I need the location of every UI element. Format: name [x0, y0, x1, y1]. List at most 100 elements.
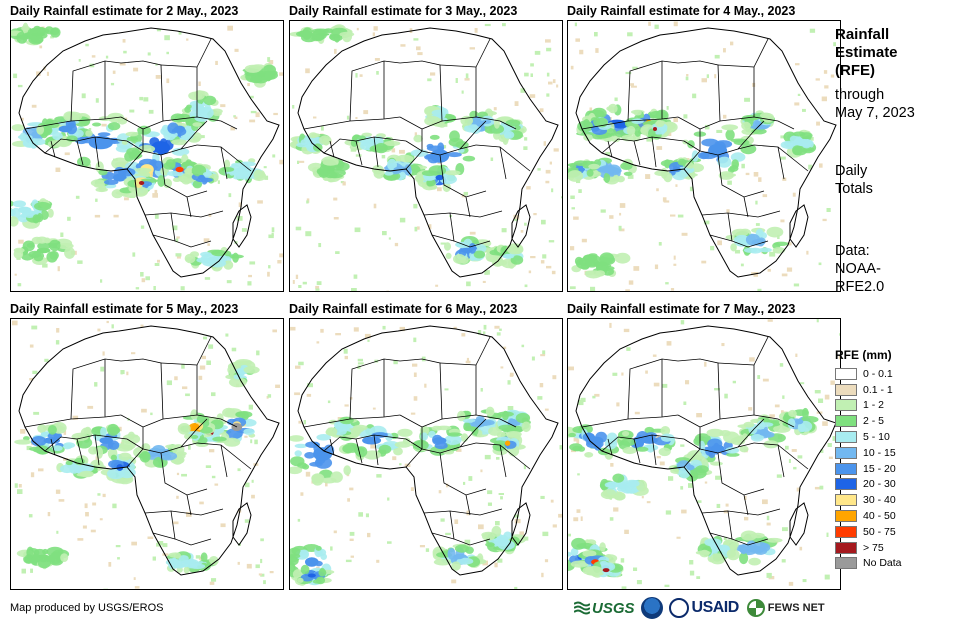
rain-cell: [300, 564, 310, 575]
africa-rainfall-map: [12, 320, 280, 589]
rain-cell: [622, 446, 637, 455]
rain-speck: [220, 104, 226, 108]
rain-speck: [268, 265, 271, 269]
rain-speck: [445, 532, 451, 536]
rain-speck: [440, 518, 445, 522]
rain-speck: [367, 532, 371, 538]
rain-speck: [241, 228, 247, 232]
rain-speck: [621, 586, 627, 589]
rain-cell: [510, 255, 524, 265]
rain-speck: [292, 280, 295, 284]
rain-cell: [710, 461, 723, 466]
rain-speck: [446, 483, 449, 488]
rain-speck: [201, 355, 206, 360]
rain-speck: [214, 483, 219, 486]
rain-speck: [94, 214, 101, 218]
rain-speck: [298, 285, 302, 288]
rain-speck: [466, 357, 469, 362]
rain-speck: [162, 543, 168, 548]
rain-speck: [782, 395, 785, 399]
rain-speck: [364, 333, 371, 339]
rain-speck: [38, 468, 44, 472]
country-border: [152, 234, 176, 242]
rain-speck: [556, 84, 559, 88]
rain-cell: [98, 184, 107, 192]
rain-speck: [56, 328, 60, 333]
rain-cell: [412, 439, 429, 451]
rain-cell: [568, 170, 583, 182]
country-border: [94, 434, 100, 466]
country-border: [499, 444, 507, 478]
rain-speck: [552, 524, 557, 528]
rain-core: [508, 418, 518, 425]
rain-speck: [797, 455, 803, 459]
rain-cell: [606, 106, 615, 111]
country-border: [44, 434, 128, 452]
country-border: [423, 210, 503, 218]
rain-cell: [225, 428, 243, 439]
rain-cell: [489, 124, 505, 134]
rain-speck: [277, 260, 282, 264]
rain-speck: [181, 473, 187, 477]
rain-speck: [766, 522, 771, 526]
rain-speck: [21, 568, 26, 574]
rain-cell: [175, 454, 183, 460]
rain-speck: [357, 358, 363, 362]
rain-speck: [469, 47, 475, 50]
rain-speck: [60, 232, 64, 237]
rain-cell: [636, 446, 649, 452]
rain-core: [31, 32, 45, 37]
rain-cell: [660, 426, 671, 436]
rain-speck: [530, 73, 533, 77]
rain-core: [73, 465, 85, 470]
rain-speck: [507, 406, 514, 411]
rain-speck: [97, 493, 101, 496]
rain-speck: [225, 333, 229, 337]
rain-cell: [491, 256, 504, 267]
rain-speck: [656, 456, 661, 459]
rain-speck: [112, 503, 117, 509]
rain-speck: [20, 429, 26, 434]
rain-speck: [141, 408, 147, 413]
rain-speck: [154, 213, 159, 219]
sidebar-title: Rainfall Estimate (RFE): [835, 26, 898, 80]
rain-cell: [19, 132, 27, 142]
rain-speck: [315, 288, 320, 291]
rain-core: [239, 370, 245, 376]
rain-speck: [195, 555, 201, 559]
rain-cell: [228, 377, 247, 388]
rain-core: [58, 125, 73, 133]
rain-speck: [680, 486, 684, 490]
legend-swatch: [835, 446, 857, 459]
rain-cell: [199, 426, 213, 434]
rain-speck: [838, 355, 840, 360]
rain-core: [436, 113, 443, 118]
rain-speck: [263, 166, 267, 169]
rain-speck: [244, 482, 250, 488]
rain-cell: [620, 438, 636, 446]
rain-speck: [345, 559, 352, 563]
rainfall-field: [12, 320, 280, 589]
rain-speck: [577, 473, 580, 476]
rain-speck: [673, 255, 676, 260]
rain-speck: [685, 158, 690, 161]
rain-speck: [271, 227, 275, 233]
map-panel-6: [567, 318, 841, 590]
rain-speck: [545, 39, 551, 43]
rain-cell: [126, 136, 139, 142]
rain-speck: [14, 483, 18, 488]
rain-speck: [530, 63, 534, 67]
rain-speck: [685, 76, 689, 81]
rain-speck: [333, 217, 339, 220]
rain-cell: [741, 433, 748, 441]
rain-speck: [67, 216, 71, 221]
rain-cell: [361, 132, 373, 137]
rain-cell: [235, 411, 253, 418]
rain-speck: [156, 28, 161, 32]
rain-speck: [704, 481, 708, 484]
country-border: [323, 136, 407, 154]
rain-speck: [480, 469, 483, 473]
rain-speck: [683, 114, 688, 119]
rain-cell: [37, 556, 51, 569]
rain-speck: [744, 97, 750, 102]
